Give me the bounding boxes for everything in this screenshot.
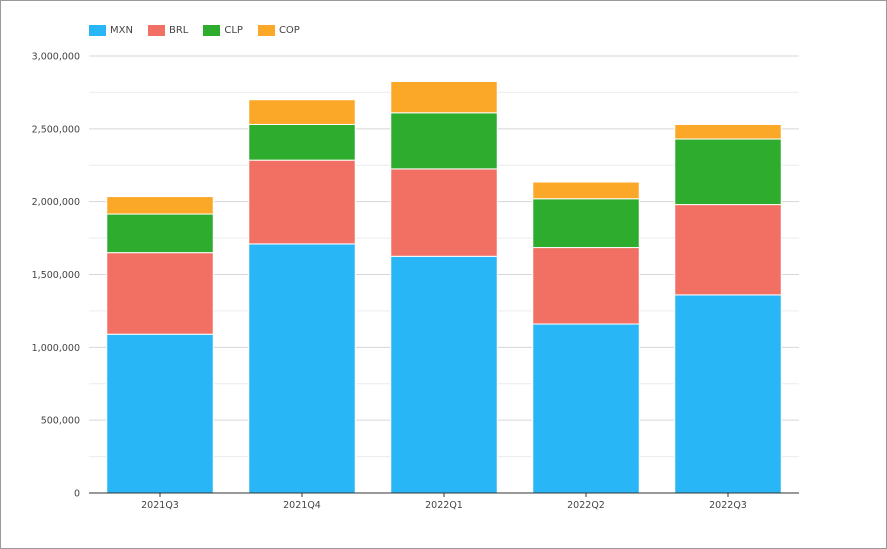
x-tick-label: 2021Q4	[283, 500, 321, 511]
legend-swatch	[147, 24, 165, 36]
bar-segment-brl-2022q1[interactable]	[390, 168, 498, 257]
bar-segment-cop-2022q3[interactable]	[674, 123, 782, 140]
legend-label: COP	[278, 24, 300, 36]
bar-segment-clp-2021q4[interactable]	[248, 123, 356, 161]
y-tick-label: 500,000	[41, 416, 80, 427]
legend-item-brl[interactable]: BRL	[147, 24, 189, 36]
x-tick-label: 2022Q2	[567, 500, 605, 511]
axes: 0 500,000 1,000,000 1,500,000 2,000,000 2,500…	[32, 52, 799, 511]
bar-segment-clp-2022q3[interactable]	[674, 138, 782, 206]
y-tick-label: 2,500,000	[32, 124, 80, 135]
bar-segment-cop-2021q3[interactable]	[106, 196, 214, 215]
legend-item-cop[interactable]: COP	[257, 24, 300, 36]
legend-item-clp[interactable]: CLP	[203, 24, 243, 36]
x-tick-label: 2022Q1	[425, 500, 463, 511]
legend-item-mxn[interactable]: MXN	[89, 24, 133, 36]
y-tick-label: 1,000,000	[32, 343, 80, 354]
bars	[106, 80, 782, 494]
x-tick-label: 2021Q3	[141, 500, 179, 511]
bar-segment-mxn-2021q4[interactable]	[248, 243, 356, 494]
legend-label: BRL	[168, 24, 189, 36]
bar-segment-clp-2022q2[interactable]	[532, 198, 640, 249]
bar-segment-clp-2022q1[interactable]	[390, 112, 498, 170]
bar-segment-cop-2022q1[interactable]	[390, 80, 498, 114]
bar-segment-mxn-2022q1[interactable]	[390, 255, 498, 494]
legend-swatch	[89, 24, 106, 36]
bar-segment-mxn-2022q2[interactable]	[532, 323, 640, 494]
bar-segment-mxn-2021q3[interactable]	[106, 333, 214, 494]
bar-segment-brl-2021q4[interactable]	[248, 159, 356, 245]
bar-segment-brl-2021q3[interactable]	[106, 252, 214, 335]
y-tick-label: 0	[74, 489, 80, 500]
bar-segment-brl-2022q3[interactable]	[674, 204, 782, 296]
y-tick-label: 1,500,000	[32, 270, 80, 281]
legend-swatch	[203, 24, 221, 36]
bar-segment-cop-2022q2[interactable]	[532, 181, 640, 200]
legend: MXN BRL CLP COP	[89, 23, 315, 37]
x-tick-label: 2022Q3	[709, 500, 747, 511]
y-tick-label: 3,000,000	[32, 52, 80, 63]
bar-segment-mxn-2022q3[interactable]	[674, 294, 782, 494]
legend-label: CLP	[224, 24, 243, 36]
legend-swatch	[257, 24, 275, 36]
bar-segment-brl-2022q2[interactable]	[532, 247, 640, 325]
bar-segment-clp-2021q3[interactable]	[106, 213, 214, 254]
bar-segment-cop-2021q4[interactable]	[248, 99, 356, 125]
legend-label: MXN	[110, 24, 133, 36]
y-tick-label: 2,000,000	[32, 197, 80, 208]
